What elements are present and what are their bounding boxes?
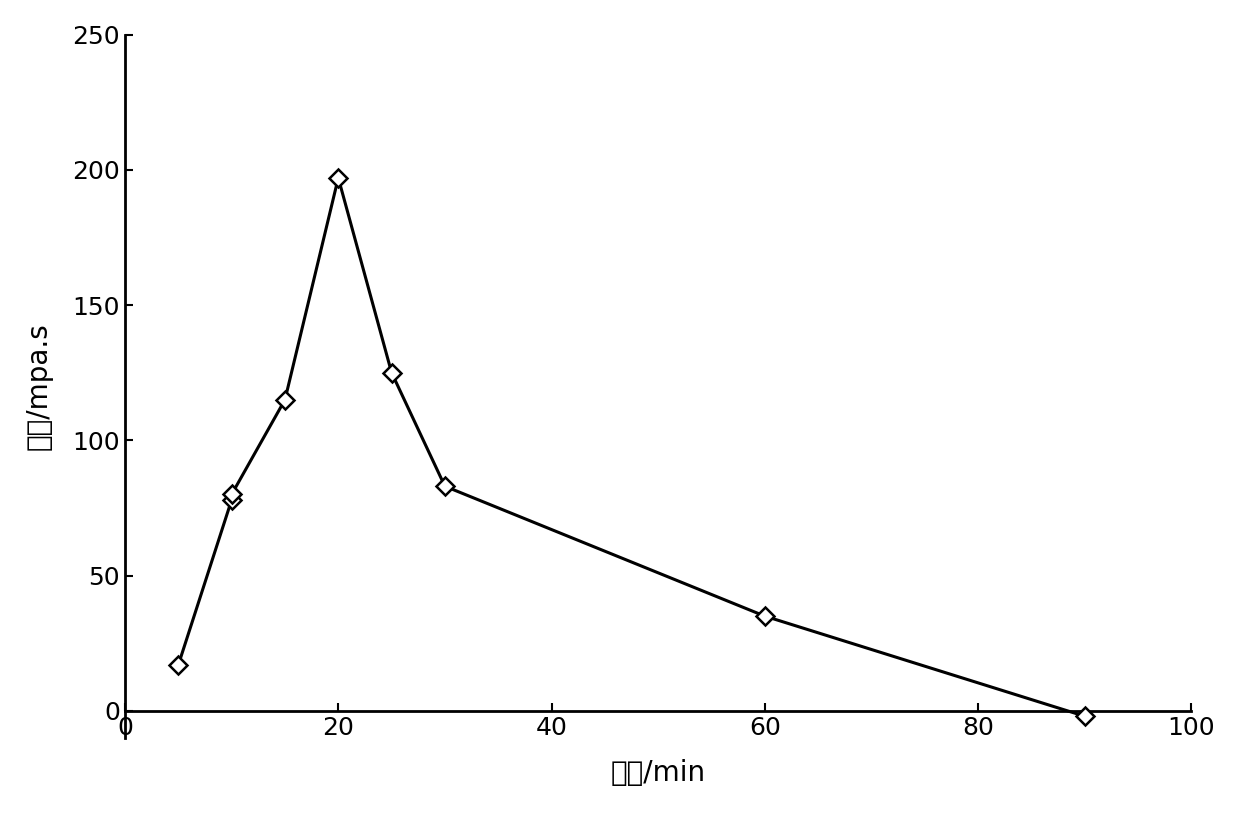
Y-axis label: 黏度/mpa.s: 黏度/mpa.s bbox=[25, 322, 53, 450]
X-axis label: 时间/min: 时间/min bbox=[610, 759, 706, 787]
